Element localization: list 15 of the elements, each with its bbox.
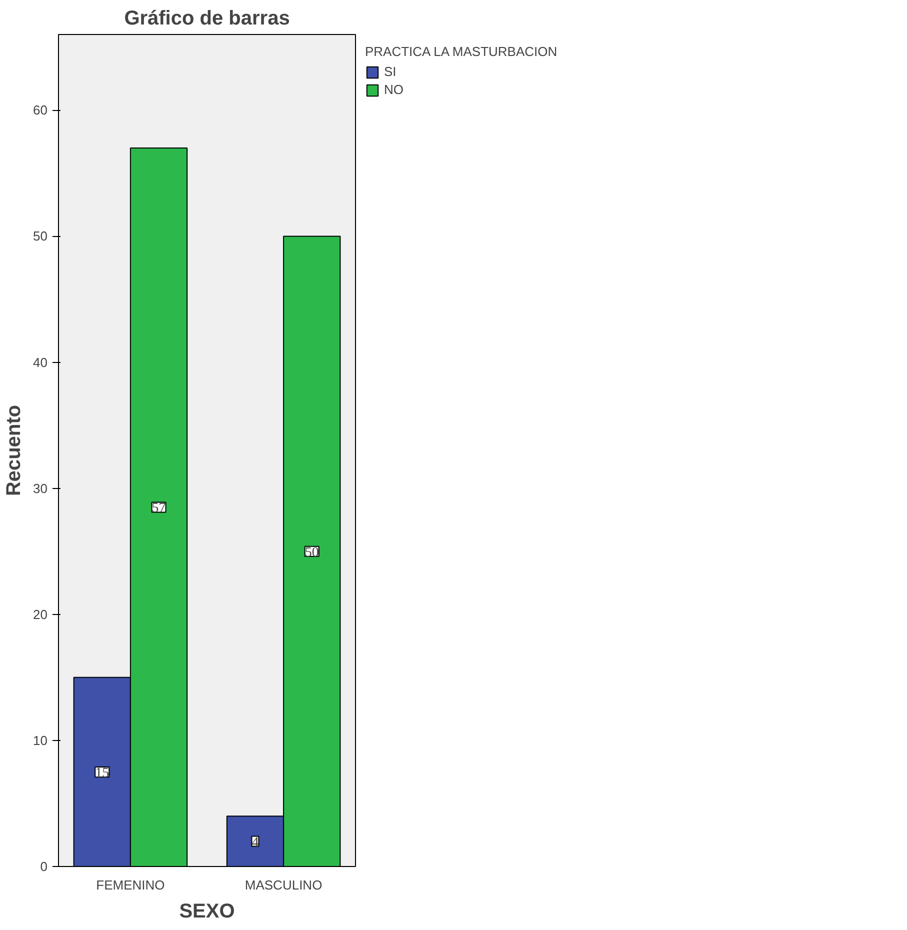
legend-label: NO xyxy=(384,82,404,97)
legend-title: PRACTICA LA MASTURBACION xyxy=(365,44,558,59)
y-tick-label: 40 xyxy=(33,354,48,370)
x-tick-label: FEMENINO xyxy=(96,878,165,892)
y-tick-label: 50 xyxy=(33,228,48,244)
y-tick-label: 30 xyxy=(33,480,48,496)
legend-label: SI xyxy=(384,64,398,79)
y-tick-label: 60 xyxy=(33,102,48,118)
x-axis-title: SEXO xyxy=(179,900,235,922)
y-axis-title: Recuento xyxy=(3,404,26,496)
y-tick-label: 10 xyxy=(33,732,48,748)
y-tick-label: 20 xyxy=(33,606,48,622)
x-tick-label: MASCULINO xyxy=(244,878,322,892)
y-tick-label: 0 xyxy=(40,859,48,874)
chart-title: Gráfico de barras xyxy=(124,8,290,30)
